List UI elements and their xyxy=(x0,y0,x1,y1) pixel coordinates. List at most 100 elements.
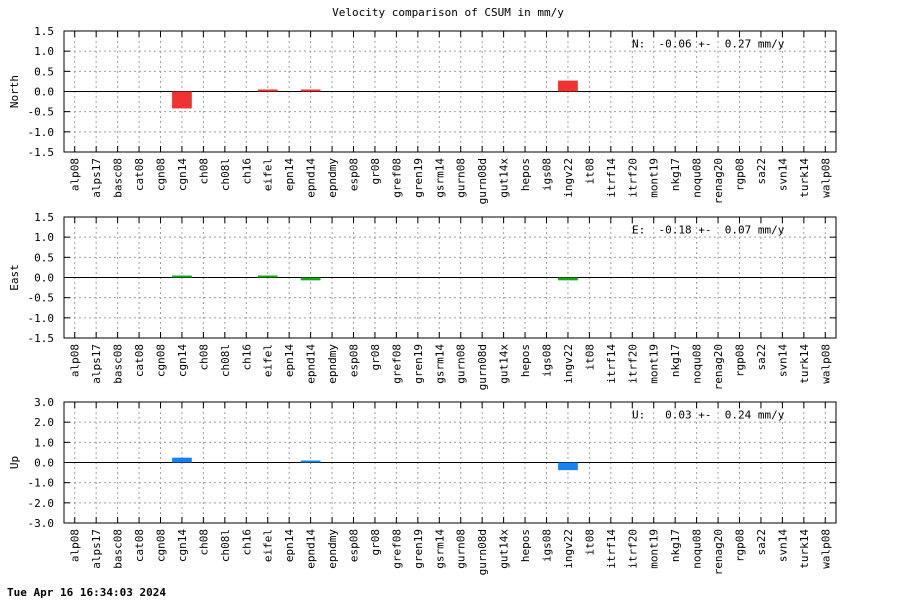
x-tick-label: igs08 xyxy=(541,158,554,191)
y-axis-label: Up xyxy=(8,456,21,469)
x-tick-label: epndmy xyxy=(326,158,339,198)
bar-cgn14 xyxy=(172,91,192,109)
x-tick-label: gr08 xyxy=(369,344,382,371)
x-tick-label: ch08l xyxy=(219,158,232,191)
x-tick-label: esp08 xyxy=(348,529,361,562)
y-tick-label: 0.0 xyxy=(34,272,54,285)
x-tick-label: eifel xyxy=(262,158,275,191)
plot-frame xyxy=(63,30,837,153)
x-tick-label: cgn14 xyxy=(176,158,189,191)
x-tick-label: gref08 xyxy=(390,529,403,569)
bar-cgn14 xyxy=(172,457,192,463)
x-tick-label: gurn08d xyxy=(476,158,489,204)
y-tick-label: -0.5 xyxy=(28,106,55,119)
x-tick-label: gsrm14 xyxy=(433,344,446,384)
y-tick-label: -3.0 xyxy=(28,517,55,530)
x-tick-label: turk14 xyxy=(798,344,811,384)
x-tick-label: igs08 xyxy=(541,344,554,377)
x-tick-label: gref08 xyxy=(390,158,403,198)
y-tick-label: -2.0 xyxy=(28,497,55,510)
x-tick-label: epndmy xyxy=(326,344,339,384)
x-tick-label: ch16 xyxy=(240,529,253,556)
stats-annotation: U: 0.03 +- 0.24 mm/y xyxy=(632,409,785,422)
x-tick-label: ch16 xyxy=(240,344,253,371)
x-tick-label: ingv22 xyxy=(562,158,575,198)
x-tick-label: noqu08 xyxy=(691,344,704,384)
x-tick-label: basc08 xyxy=(112,344,125,384)
x-tick-label: gref08 xyxy=(390,344,403,384)
x-tick-label: sa22 xyxy=(755,344,768,371)
timestamp-label: Tue Apr 16 16:34:03 2024 xyxy=(7,586,166,599)
y-tick-label: -1.0 xyxy=(28,477,55,490)
bar-eifel xyxy=(257,89,278,92)
x-tick-label: cat08 xyxy=(133,344,146,377)
x-tick-label: itrf20 xyxy=(626,344,639,384)
x-tick-label: itrf14 xyxy=(605,158,618,198)
x-tick-label: gr08 xyxy=(369,158,382,185)
x-tick-label: igs08 xyxy=(541,529,554,562)
y-tick-label: 0.0 xyxy=(34,86,54,99)
x-tick-label: esp08 xyxy=(348,344,361,377)
x-tick-label: rgp08 xyxy=(734,344,747,377)
y-tick-label: -1.0 xyxy=(28,126,55,139)
x-tick-label: gren19 xyxy=(412,344,425,384)
x-tick-label: svn14 xyxy=(776,344,789,377)
plot-frame xyxy=(63,401,837,524)
x-tick-label: it08 xyxy=(583,529,596,556)
x-tick-label: gren19 xyxy=(412,529,425,569)
x-tick-label: basc08 xyxy=(112,158,125,198)
y-tick-label: 1.0 xyxy=(34,231,54,244)
x-tick-label: gut14x xyxy=(498,529,511,569)
x-tick-label: ch08 xyxy=(197,344,210,371)
x-tick-label: turk14 xyxy=(798,529,811,569)
y-tick-label: 0.5 xyxy=(34,251,54,264)
y-tick-label: 1.5 xyxy=(34,25,54,38)
x-tick-label: alp08 xyxy=(69,529,82,562)
bar-ingv22 xyxy=(558,277,578,281)
x-tick-label: epnd14 xyxy=(305,529,318,569)
x-tick-label: ingv22 xyxy=(562,344,575,384)
x-tick-label: noqu08 xyxy=(691,158,704,198)
x-tick-label: mont19 xyxy=(648,344,661,384)
x-tick-label: alp08 xyxy=(69,344,82,377)
panel-up: 3.0 2.0 1.0 0.0 -1.0 -2.0 -3.0 alp08 alps17 basc0… xyxy=(8,396,837,575)
x-tick-label: ch08 xyxy=(197,158,210,185)
x-tick-label: walp08 xyxy=(819,344,832,384)
x-tick-label: cgn08 xyxy=(155,344,168,377)
x-tick-label: sa22 xyxy=(755,529,768,556)
bar-ingv22 xyxy=(558,462,578,471)
x-tick-label: alps17 xyxy=(90,158,103,198)
x-tick-label: gurn08d xyxy=(476,344,489,390)
y-axis-label: East xyxy=(8,264,21,291)
x-tick-label: gsrm14 xyxy=(433,529,446,569)
x-tick-label: renag20 xyxy=(712,344,725,390)
bar-ingv22 xyxy=(558,80,578,92)
x-tick-label: hepos xyxy=(519,158,532,191)
x-tick-label: gut14x xyxy=(498,158,511,198)
x-tick-label: epn14 xyxy=(283,158,296,191)
x-tick-label: it08 xyxy=(583,158,596,185)
x-tick-label: eifel xyxy=(262,344,275,377)
y-tick-label: -1.0 xyxy=(28,312,55,325)
x-tick-label: cgn14 xyxy=(176,344,189,377)
x-tick-label: ch08 xyxy=(197,529,210,556)
x-tick-label: gsrm14 xyxy=(433,158,446,198)
y-tick-label: 0.5 xyxy=(34,65,54,78)
x-tick-label: basc08 xyxy=(112,529,125,569)
x-tick-label: gr08 xyxy=(369,529,382,556)
x-tick-label: noqu08 xyxy=(691,529,704,569)
x-tick-label: itrf14 xyxy=(605,344,618,384)
y-tick-label: -1.5 xyxy=(28,332,55,345)
y-tick-label: -0.5 xyxy=(28,292,55,305)
y-tick-label: 2.0 xyxy=(34,416,54,429)
x-tick-label: ch08l xyxy=(219,344,232,377)
x-tick-label: walp08 xyxy=(819,529,832,569)
x-tick-label: cgn14 xyxy=(176,529,189,562)
bar-epnd14 xyxy=(300,89,321,92)
bar-cgn14 xyxy=(172,275,192,278)
x-tick-label: mont19 xyxy=(648,158,661,198)
panel-east: 1.5 1.0 0.5 0.0 -0.5 -1.0 -1.5 alp08 alps17 basc0… xyxy=(8,211,837,390)
x-tick-label: esp08 xyxy=(348,158,361,191)
x-tick-label: epn14 xyxy=(283,344,296,377)
